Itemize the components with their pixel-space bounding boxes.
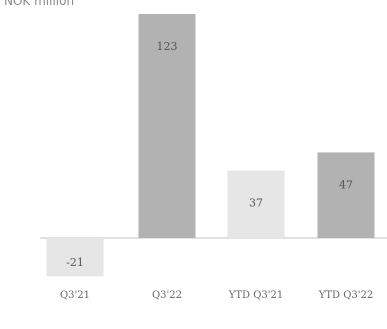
data-label-1: -21 bbox=[66, 256, 84, 269]
data-label-2: 123 bbox=[157, 40, 178, 53]
category-label-3: YTD Q3'21 bbox=[228, 290, 284, 301]
category-label-1: Q3'21 bbox=[60, 290, 90, 301]
bar-1 bbox=[46, 238, 104, 277]
bar-2 bbox=[138, 14, 196, 238]
data-label-4: 47 bbox=[339, 178, 353, 191]
bar-3 bbox=[227, 170, 285, 238]
data-label-3: 37 bbox=[249, 197, 263, 210]
category-label-4: YTD Q3'22 bbox=[318, 290, 374, 301]
bar-4 bbox=[317, 152, 375, 238]
category-label-2: Q3'22 bbox=[152, 290, 182, 301]
unit-label: NOK million bbox=[4, 0, 75, 8]
